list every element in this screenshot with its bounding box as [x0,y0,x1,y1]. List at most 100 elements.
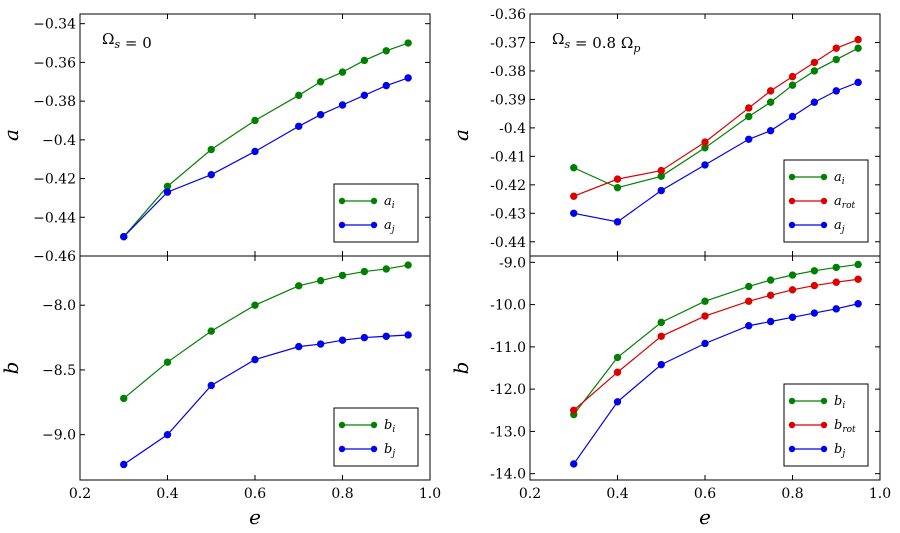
data-point-b_i [163,358,172,366]
legend-marker-b_i [370,421,378,429]
y-tick-label: -14.0 [490,467,526,483]
data-point-a_rot [854,35,862,44]
x-tick-label: 1.0 [419,486,441,502]
data-point-a_i [316,78,325,86]
data-point-a_i [613,183,622,192]
series-a_j [120,74,412,241]
y-tick-label: −8.5 [42,363,76,379]
data-point-b_rot [570,406,578,414]
data-point-b_i [207,327,215,335]
legend-marker-a_rot [788,197,796,205]
data-point-b_i [701,297,709,305]
legend-frame [333,183,419,243]
x-tick-label: 0.4 [606,486,628,502]
data-point-a_i [745,112,753,121]
legend-marker-b_j [338,445,346,453]
y-tick-label: −0.46 [33,249,76,265]
legend-marker-b_rot [788,421,796,429]
data-point-a_j [295,122,303,130]
data-point-a_rot [788,72,797,81]
legend-marker-b_j [788,445,796,453]
legend-marker-a_j [370,221,378,229]
data-point-b_rot [810,281,819,290]
data-point-b_i [338,271,347,280]
legend: ai aj [333,183,419,243]
data-point-a_j [338,101,347,109]
data-point-b_j [316,340,325,348]
data-point-a_j [657,186,665,195]
data-point-a_i [382,47,390,55]
data-point-a_rot [613,175,622,183]
data-point-a_rot [701,138,709,146]
legend-marker-b_j [370,445,378,453]
data-point-a_i [788,81,797,89]
data-point-b_rot [788,286,797,294]
data-point-a_i [360,56,369,65]
y-axis-label: b [449,362,473,375]
legend-label-b_i: bi [834,394,845,411]
data-point-b_j [810,309,819,317]
data-point-b_i [788,271,797,279]
data-point-a_i [570,164,578,172]
x-tick-label: 0.8 [331,486,353,502]
data-point-a_i [251,116,259,125]
y-tick-label: −0.36 [33,55,76,71]
legend-marker-a_j [820,221,828,229]
series-b_rot [570,275,862,414]
legend-marker-b_j [820,445,828,453]
legend-label-a_rot: arot [834,194,855,211]
data-point-a_i [338,68,347,76]
data-point-a_j [251,147,259,156]
data-point-b_rot [832,278,840,286]
data-point-a_i [854,44,862,52]
y-tick-label: -10.0 [490,298,526,314]
data-point-b_j [854,300,862,308]
data-point-b_j [338,336,347,344]
y-tick-label: −0.38 [33,94,76,110]
data-point-b_i [832,263,840,272]
legend-marker-b_i [338,421,346,429]
legend-marker-b_i [820,397,828,405]
y-tick-label: -0.42 [490,178,526,194]
data-point-a_rot [832,44,840,52]
y-axis-label: a [449,129,473,141]
legend-marker-a_rot [820,197,828,205]
legend-marker-a_j [338,221,346,229]
data-point-a_j [832,87,840,95]
data-point-a_i [404,39,412,47]
panel-left-top: −0.46 −0.44 −0.42 −0.4 −0.38 −0.36 −0.34 a Ωs = … [0,13,431,265]
y-axis-label: a [0,129,23,141]
data-point-a_j [788,112,797,121]
x-axis-label: e [699,505,711,529]
data-point-a_j [613,218,622,226]
legend: bi brot bj [783,383,869,467]
y-axis-label: b [0,362,23,375]
panel-right-top: -0.44 -0.43 -0.42 -0.41 -0.4 -0.39 -0.38 -0.37 -… [449,7,881,257]
x-tick-label: 0.2 [519,486,541,502]
series-line-b_i [573,263,859,415]
y-tick-label: -0.38 [490,64,526,80]
data-point-a_rot [810,58,819,67]
data-point-a_j [382,81,390,90]
y-tick-label: -11.0 [490,340,526,356]
data-point-b_i [295,282,303,290]
legend-marker-a_i [370,197,378,205]
x-axis-label: e [249,505,261,529]
y-tick-label: -12.0 [490,382,526,398]
legend-marker-b_rot [820,421,828,429]
series-line-a_rot [573,39,859,197]
x-tick-label: 0.2 [69,486,91,502]
data-point-a_i [766,98,775,106]
data-point-b_j [832,305,840,313]
series-line-b_i [123,264,409,399]
data-point-b_j [570,460,578,468]
legend-marker-a_j [788,221,796,229]
legend: bi bj [333,407,419,467]
panel-annotation: Ωs = 0 [102,30,152,52]
series-a_i [570,44,862,192]
data-point-a_rot [766,87,775,95]
data-point-b_rot [854,275,862,283]
y-tick-label: -0.36 [490,7,526,23]
series-a_i [120,39,412,241]
data-point-b_rot [766,291,775,300]
